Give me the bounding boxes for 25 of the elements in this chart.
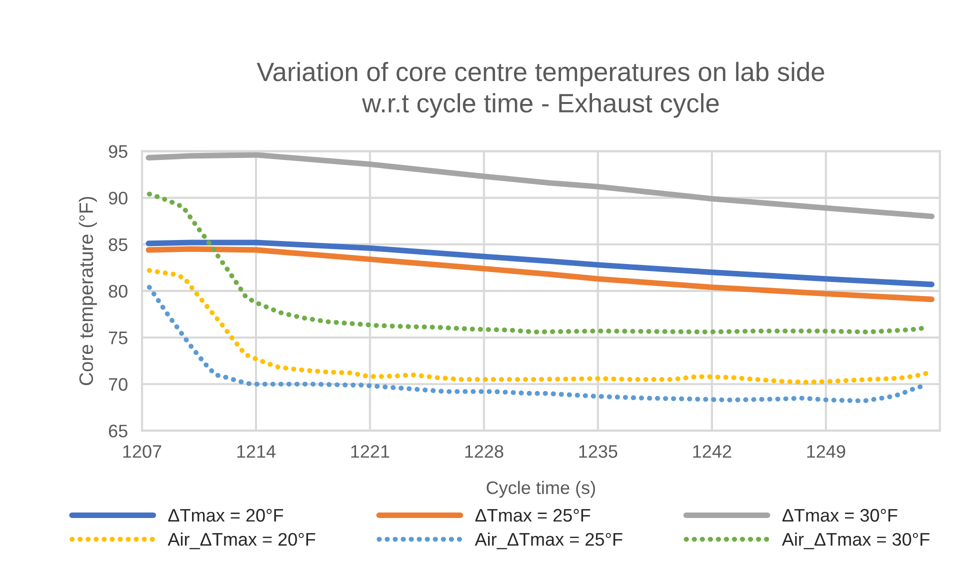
x-tick-label: 1242: [693, 445, 732, 458]
line-series: [146, 284, 926, 404]
legend-label: ΔTmax = 25°F: [475, 508, 590, 522]
y-tick-label: 75: [108, 332, 128, 344]
legend-label: ΔTmax = 30°F: [782, 508, 898, 522]
x-tick-label: 1214: [237, 445, 276, 458]
legend-label: ΔTmax = 20°F: [168, 508, 284, 522]
y-tick-label: 85: [108, 238, 128, 252]
y-tick-label: 95: [108, 145, 128, 158]
x-tick-label: 1228: [465, 445, 504, 458]
line-series: [146, 268, 930, 385]
x-tick-label: 1221: [351, 445, 390, 458]
x-tick-label: 1235: [579, 445, 618, 458]
legend-label: Air_ΔTmax = 25°F: [474, 532, 622, 550]
y-tick-label: 80: [108, 284, 128, 298]
x-axis-title: Cycle time (s): [486, 480, 595, 498]
y-axis-title: Core temperature (°F): [78, 196, 97, 386]
y-tick-label: 90: [108, 192, 128, 204]
legend-label: Air_ΔTmax = 30°F: [782, 532, 930, 550]
chart-title: Variation of core centre temperatures on lab side w.r.t cycle time - Exhaust cycle: [256, 62, 824, 118]
y-tick-label: 65: [108, 424, 128, 438]
y-tick-label: 70: [108, 378, 128, 391]
x-tick-label: 1207: [123, 445, 162, 458]
legend-label: Air_ΔTmax = 20°F: [168, 532, 316, 550]
x-tick-label: 1249: [807, 445, 846, 458]
